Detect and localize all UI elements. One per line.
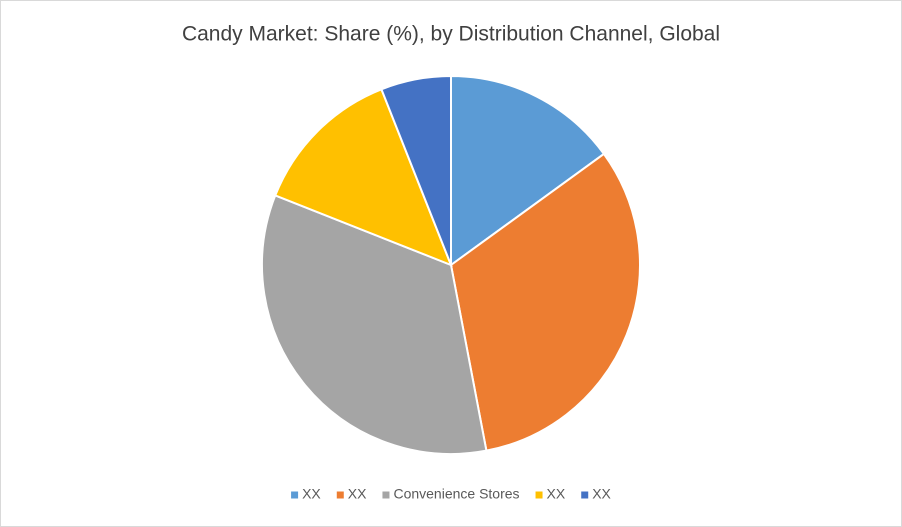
legend-label: Convenience Stores — [393, 486, 519, 502]
legend-swatch — [336, 491, 344, 499]
legend-label: XX — [592, 486, 611, 502]
pie — [261, 74, 641, 455]
legend-swatch — [382, 491, 390, 499]
legend-swatch — [535, 491, 543, 499]
pie-slice — [273, 87, 453, 267]
legend-label: XX — [348, 486, 367, 502]
pie-slice — [261, 194, 488, 455]
legend-swatch — [291, 491, 299, 499]
legend-swatch — [581, 491, 589, 499]
chart-title: Candy Market: Share (%), by Distribution… — [182, 23, 720, 46]
pie-slice — [449, 152, 641, 452]
legend-label: XX — [547, 486, 566, 502]
pie-slice — [380, 74, 452, 266]
pie-slice — [450, 74, 606, 267]
legend-label: XX — [302, 486, 321, 502]
legend: XX XX Convenience Stores XX XX — [291, 486, 612, 502]
